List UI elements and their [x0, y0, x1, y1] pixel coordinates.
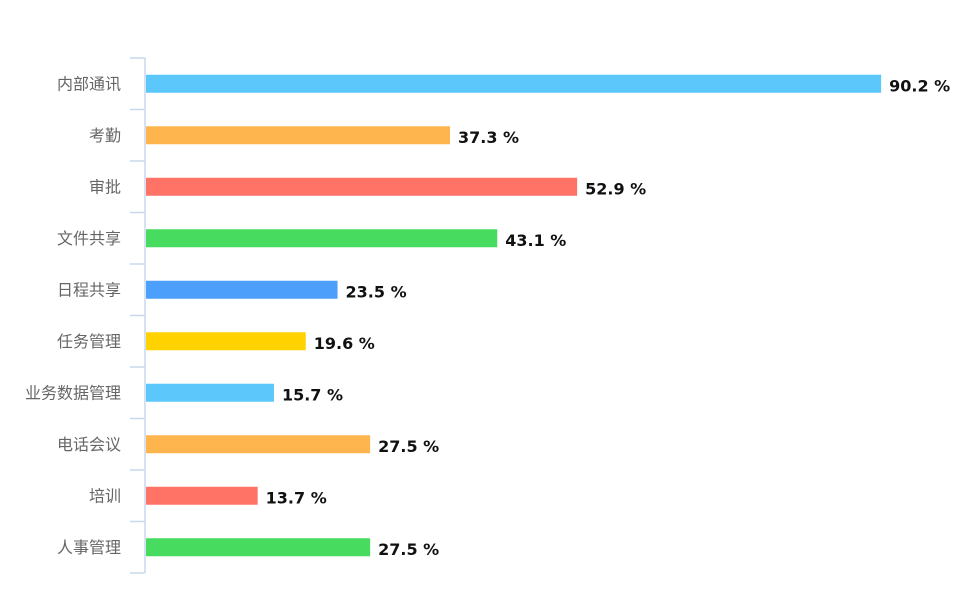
bar — [146, 486, 258, 505]
value-label: 37.3 % — [458, 128, 519, 147]
value-label: 19.6 % — [314, 334, 375, 353]
bar — [146, 229, 498, 248]
category-label: 培训 — [89, 486, 121, 505]
bar — [146, 177, 578, 196]
bar — [146, 538, 371, 557]
value-label: 15.7 % — [282, 385, 343, 404]
category-label: 业务数据管理 — [25, 383, 121, 402]
value-label: 13.7 % — [266, 488, 327, 507]
value-label: 27.5 % — [378, 540, 439, 559]
value-label: 23.5 % — [346, 282, 407, 301]
value-label: 52.9 % — [585, 179, 646, 198]
category-label: 电话会议 — [57, 435, 121, 454]
bar — [146, 383, 274, 402]
bars — [146, 74, 882, 557]
bar — [146, 126, 450, 145]
category-label: 日程共享 — [57, 280, 121, 299]
value-label: 43.1 % — [505, 231, 566, 250]
bar — [146, 280, 338, 299]
category-label: 考勤 — [89, 126, 121, 145]
bar — [146, 74, 882, 93]
category-label: 人事管理 — [57, 538, 121, 557]
category-label: 任务管理 — [57, 332, 121, 351]
category-axis — [130, 57, 146, 574]
category-label: 审批 — [89, 177, 121, 196]
value-label: 27.5 % — [378, 437, 439, 456]
bar — [146, 332, 306, 351]
bar — [146, 435, 371, 454]
category-label: 内部通讯 — [57, 74, 121, 93]
value-label: 90.2 % — [889, 76, 950, 95]
labels: 内部通讯 90.2 % 考勤 37.3 % 审批 52.9 % 文件共享 43.1 % 日程共享… — [25, 74, 950, 559]
category-label: 文件共享 — [57, 229, 121, 248]
